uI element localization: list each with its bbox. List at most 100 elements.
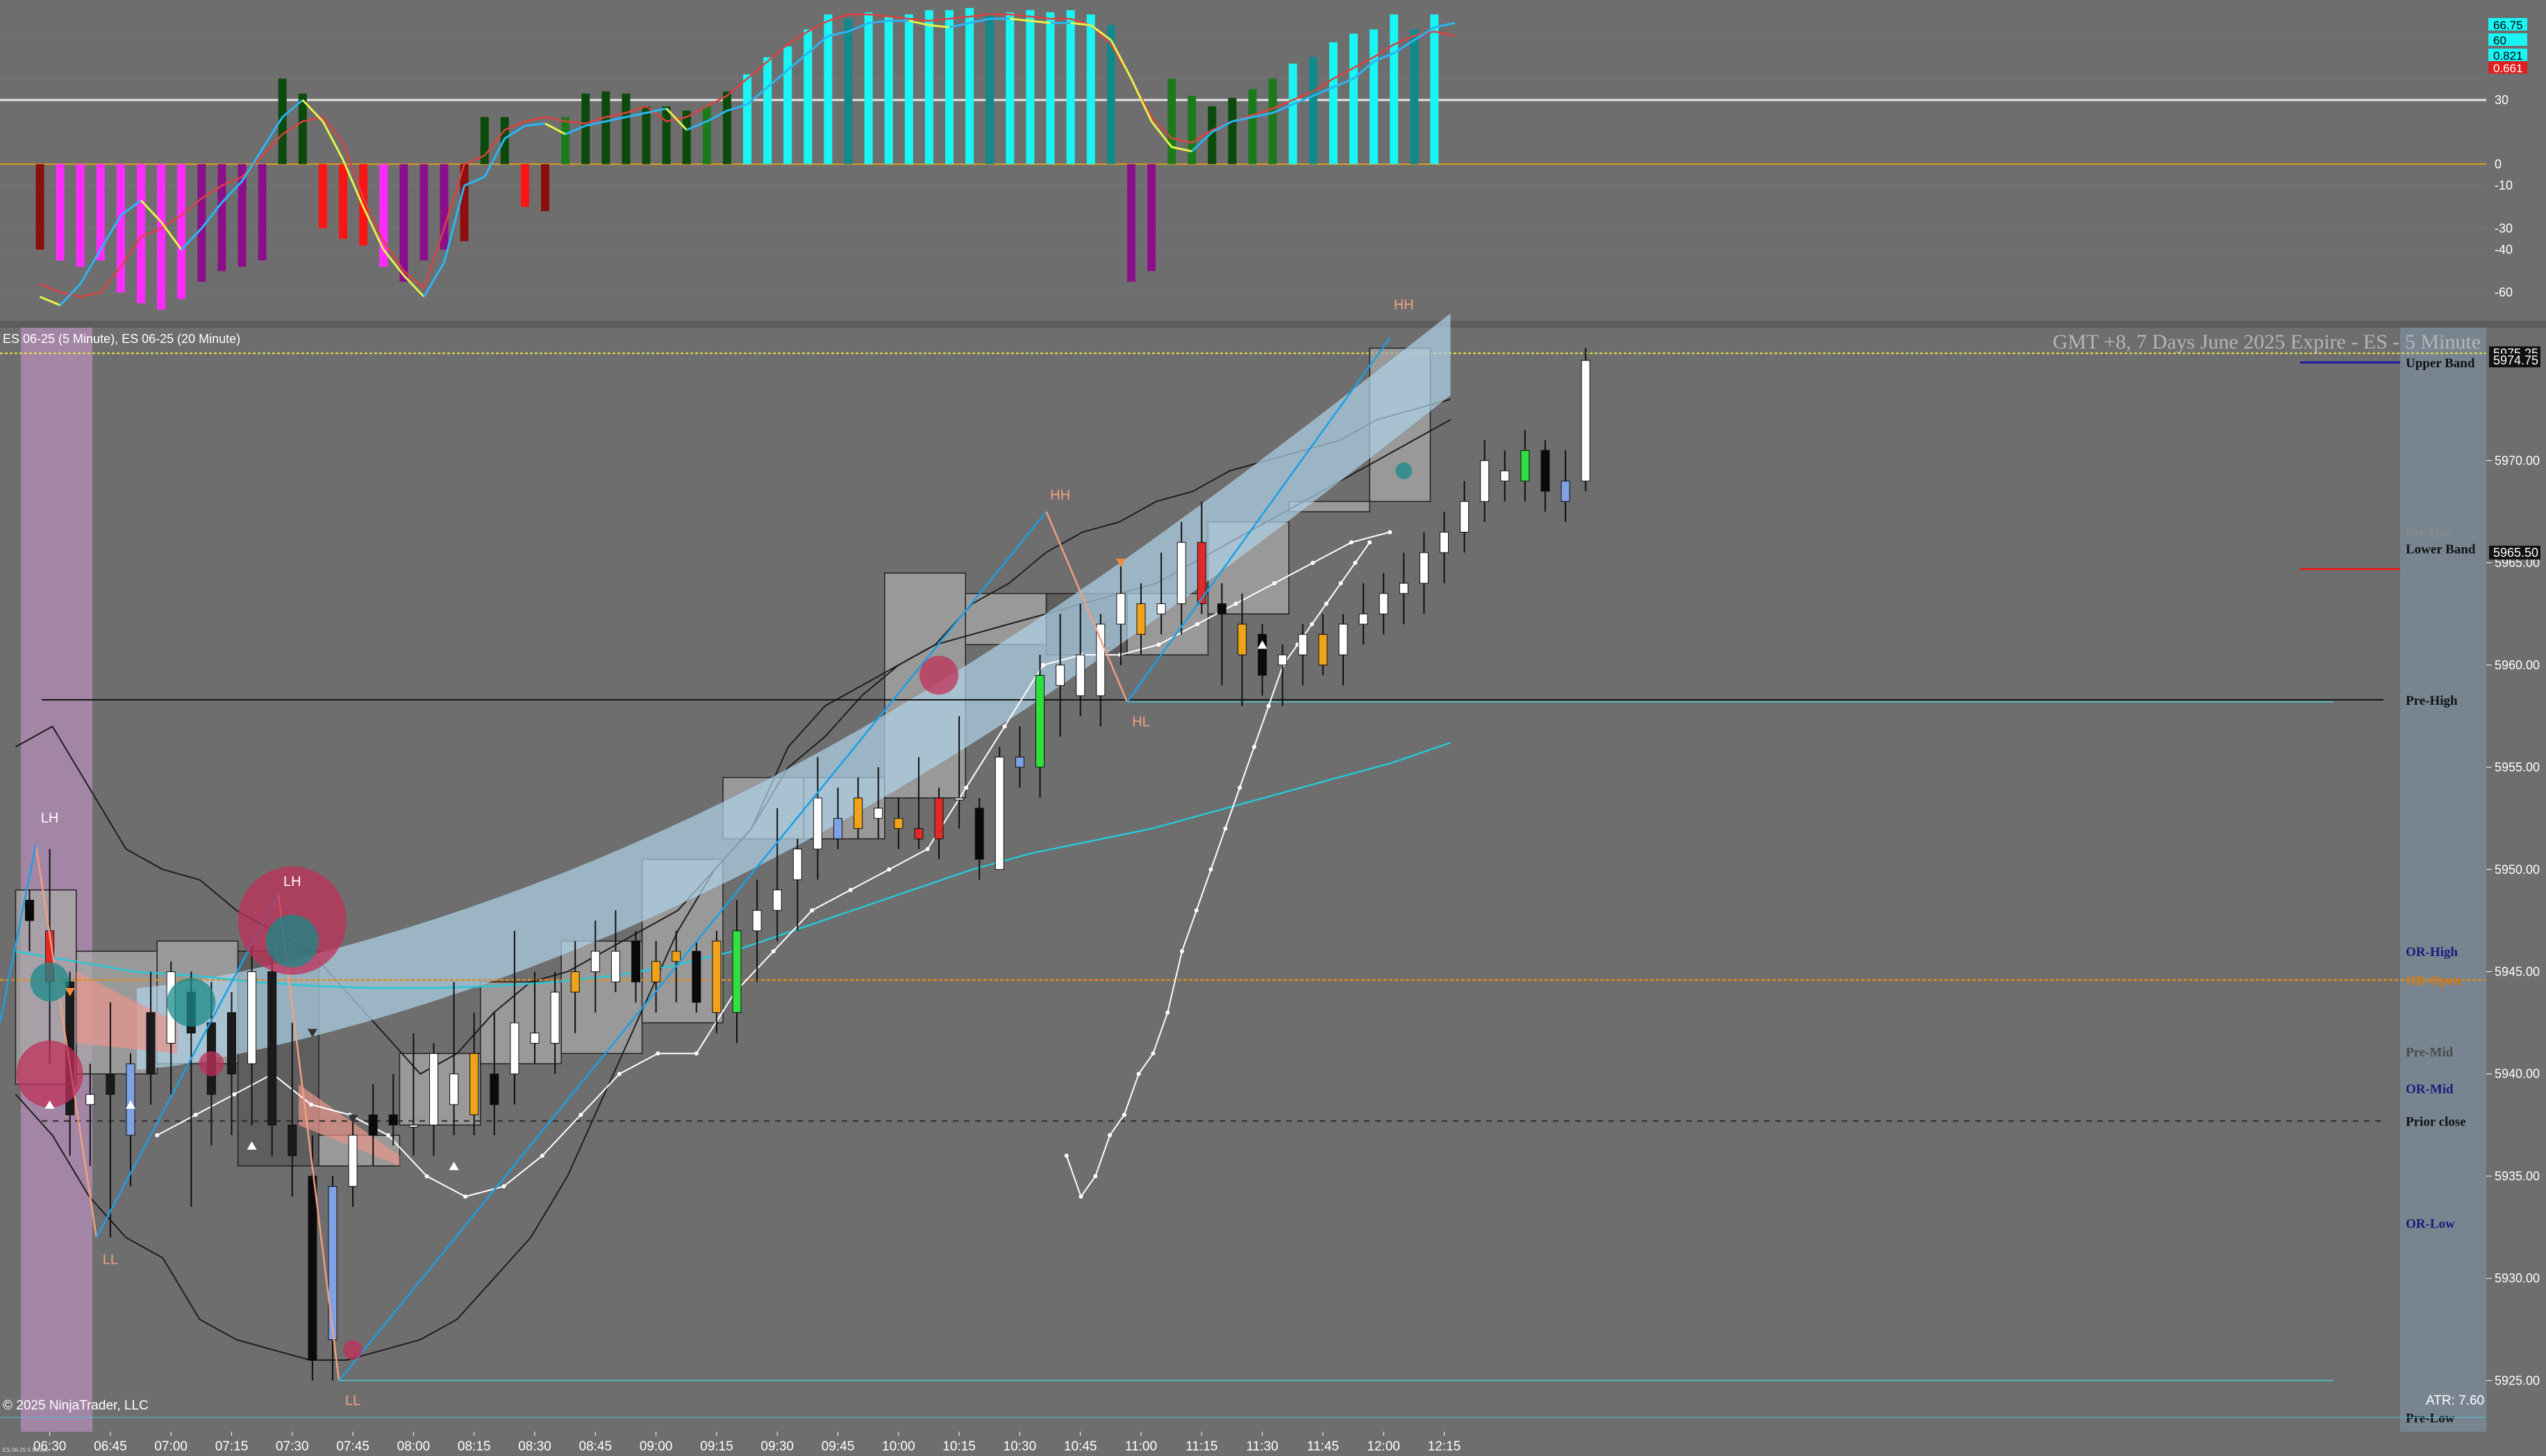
ema-dotted-line-2-dot xyxy=(1208,867,1213,872)
osc-bar xyxy=(1390,14,1399,165)
osc-bar xyxy=(904,14,913,165)
candle-body xyxy=(490,1073,499,1105)
chart-watermark: GMT +8, 7 Days June 2025 Expire - ES - 5… xyxy=(2053,330,2481,353)
osc-tick-label: -60 xyxy=(2495,285,2513,299)
osc-fast-segment xyxy=(726,103,748,112)
ema-dotted-line-2 xyxy=(1065,542,1371,1198)
ema-dotted-line-dot xyxy=(1272,581,1276,586)
candle-body xyxy=(388,1114,398,1126)
osc-bar xyxy=(702,106,711,165)
osc-fast-segment xyxy=(1090,24,1112,41)
osc-tick-label: 0 xyxy=(2495,157,2502,171)
zigzag-segment xyxy=(277,894,340,1381)
candle-body xyxy=(1379,593,1388,614)
osc-fast-segment xyxy=(483,137,506,178)
ema-dotted-line-2-dot xyxy=(1151,1051,1156,1056)
candle-body xyxy=(692,951,701,1003)
time-tick-label: 08:30 xyxy=(518,1439,551,1454)
osc-fast-segment xyxy=(706,110,728,123)
swing-label: LL xyxy=(103,1253,118,1268)
candle-body xyxy=(1136,603,1146,635)
osc-bar xyxy=(985,14,995,165)
osc-fast-segment xyxy=(807,35,829,54)
osc-bar xyxy=(217,164,226,271)
candle-body xyxy=(1238,624,1247,655)
osc-fast-segment xyxy=(1272,103,1294,114)
time-tick-label: 10:45 xyxy=(1064,1439,1097,1454)
osc-bar xyxy=(1066,10,1075,165)
ema-dotted-line-2-dot xyxy=(1079,1194,1083,1199)
candle-body xyxy=(247,971,257,1064)
zigzag-segment xyxy=(1045,511,1129,703)
candle-body xyxy=(510,1022,519,1075)
osc-bar xyxy=(56,164,65,260)
price-tick-label: 5950.00 xyxy=(2495,862,2540,876)
ema-dotted-line-2-dot xyxy=(1122,1112,1126,1117)
osc-bar xyxy=(1329,42,1338,165)
swing-label: LH xyxy=(283,874,301,889)
ema-dotted-line-dot xyxy=(386,1133,391,1138)
candle-body xyxy=(934,797,944,839)
candle-body xyxy=(1419,552,1429,584)
volume-bubble xyxy=(1395,462,1413,480)
ema-dotted-line-dot xyxy=(1195,621,1199,626)
osc-bar xyxy=(1106,25,1115,165)
time-tick-label: 10:00 xyxy=(882,1439,915,1454)
osc-bar xyxy=(662,106,671,165)
candle-body xyxy=(1278,654,1288,666)
osc-bar xyxy=(1086,14,1095,165)
ema-dotted-line-dot xyxy=(1041,662,1046,667)
candle-body xyxy=(408,1124,418,1128)
osc-fast-segment xyxy=(261,116,283,150)
osc-bar xyxy=(783,47,792,165)
ema-dotted-line-2-dot xyxy=(1324,601,1329,606)
swing-label: LH xyxy=(41,811,59,826)
candle-body xyxy=(631,940,640,982)
osc-fast-segment xyxy=(160,221,183,251)
volume-bubble xyxy=(199,1051,224,1076)
time-tick-label: 08:15 xyxy=(458,1439,491,1454)
signal-arrow xyxy=(65,987,75,996)
candle-body xyxy=(874,808,883,819)
ema-dotted-line-dot xyxy=(540,1153,544,1158)
candle-body xyxy=(146,1012,156,1075)
time-tick-label: 06:30 xyxy=(33,1439,67,1454)
osc-fast-segment xyxy=(342,159,365,208)
candle-body xyxy=(227,1012,236,1075)
ema-dotted-line-2-dot xyxy=(1165,1010,1170,1015)
osc-fast-segment xyxy=(1070,22,1091,26)
candle-body xyxy=(308,1175,317,1361)
time-tick-label: 08:45 xyxy=(579,1439,613,1454)
osc-fast-segment xyxy=(585,120,606,127)
osc-fast-segment xyxy=(1232,116,1253,123)
osc-fast-segment xyxy=(301,99,324,122)
ema-dotted-line-2-dot xyxy=(1223,826,1228,831)
osc-value-tag xyxy=(2488,61,2527,74)
osc-bar xyxy=(1147,164,1156,271)
candle-body xyxy=(126,1063,135,1136)
candle-body xyxy=(288,1124,297,1157)
signal-arrow xyxy=(307,1028,317,1037)
ema-dotted-line-2-dot xyxy=(1338,581,1343,586)
osc-bar xyxy=(1308,57,1317,165)
osc-bar xyxy=(339,164,347,240)
osc-fast-segment xyxy=(423,262,445,298)
osc-slow-line xyxy=(40,13,1455,298)
panel-divider[interactable] xyxy=(0,321,2546,328)
level-label: OR-High xyxy=(2406,945,2458,960)
osc-fast-segment xyxy=(1171,146,1192,153)
time-tick-label: 12:00 xyxy=(1367,1439,1400,1454)
ema-dotted-line-dot xyxy=(1002,724,1007,729)
zigzag-segment xyxy=(338,511,1047,1382)
osc-bar xyxy=(137,164,145,303)
osc-bar xyxy=(520,164,529,207)
level-label: Upper Band xyxy=(2406,356,2475,371)
osc-value-label: 60 xyxy=(2493,34,2506,47)
osc-bar xyxy=(1046,12,1055,165)
signal-arrow xyxy=(44,1100,55,1109)
osc-fast-segment xyxy=(1150,120,1173,148)
osc-fast-segment xyxy=(969,17,990,24)
osc-bar xyxy=(864,12,873,165)
ema-dotted-line-2-dot xyxy=(1093,1173,1098,1178)
